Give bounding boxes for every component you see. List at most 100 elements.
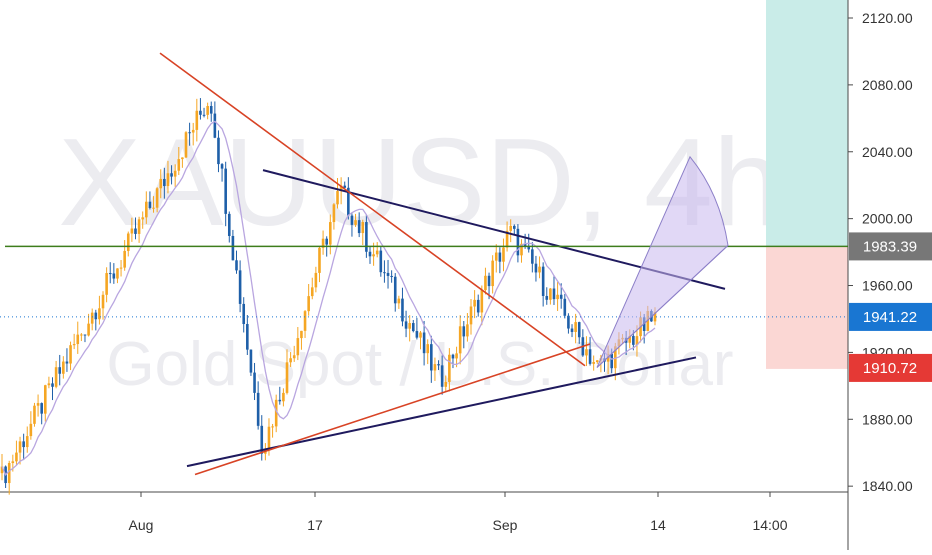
candle-body (173, 170, 177, 177)
candle-body (411, 323, 415, 332)
candle-body (437, 364, 440, 366)
projection-fan (596, 155, 729, 368)
candle-body (462, 326, 466, 337)
candle-body (498, 252, 502, 262)
candle-body (397, 298, 401, 304)
current-price-badge-label: 1941.22 (863, 309, 917, 326)
candle-body (610, 353, 614, 369)
candle-body (235, 260, 238, 271)
candle-body (567, 315, 570, 329)
candle-body (22, 441, 25, 448)
candle-body (108, 273, 112, 275)
candle-body (112, 273, 116, 279)
candle-body (559, 294, 563, 299)
candle-body (274, 399, 278, 427)
candle-body (159, 178, 163, 189)
candle-body (509, 225, 512, 231)
candle-body (325, 238, 328, 245)
candle-body (134, 228, 137, 234)
candle-body (141, 217, 145, 220)
candle-body (130, 228, 134, 234)
candle-body (170, 173, 173, 177)
candle-body (303, 311, 307, 331)
candle-body (386, 272, 390, 276)
candle-body (72, 344, 76, 346)
candle-body (365, 222, 368, 252)
candle-body (531, 249, 534, 264)
time-tick-label: Aug (129, 517, 154, 533)
candle-body (220, 164, 224, 169)
candle-body (126, 233, 130, 251)
candle-body (390, 275, 393, 277)
candle-body (314, 272, 318, 288)
candle-body (65, 361, 69, 364)
candle-body (585, 349, 588, 356)
candle-body (184, 132, 188, 158)
candle-body (7, 463, 11, 484)
candle-body (217, 137, 220, 165)
lower-trendline (186, 356, 697, 468)
target-price-badge-label: 1983.39 (863, 238, 917, 255)
time-tick-label: 14:00 (752, 517, 787, 533)
candle-body (51, 383, 54, 387)
candle-body (119, 267, 123, 269)
candle-body (491, 260, 494, 287)
candle-body (209, 106, 213, 114)
candle-body (90, 312, 94, 324)
time-tick-label: 17 (307, 517, 323, 533)
candle-body (458, 326, 462, 354)
price-tick-label: 2080.00 (862, 77, 913, 93)
price-axis[interactable]: 2120.002080.002040.002000.001960.001920.… (848, 10, 913, 494)
candle-body (195, 110, 199, 130)
candle-body (426, 344, 430, 354)
candle-body (469, 306, 473, 325)
candle-body (224, 168, 227, 214)
candle-body (300, 330, 303, 339)
candle-body (123, 250, 126, 268)
candle-body (98, 308, 101, 320)
candle-body (401, 298, 404, 322)
candle-body (448, 354, 451, 382)
time-axis[interactable]: Aug 17 Sep 14 14:00 (129, 492, 788, 533)
candle-body (282, 392, 285, 402)
candle-body (339, 185, 343, 192)
candle-body (296, 338, 300, 356)
candle-body (577, 322, 581, 338)
candle-body (476, 299, 480, 313)
target-price-badge-bg (849, 232, 932, 261)
candle-body (166, 173, 170, 187)
candle-body (473, 299, 476, 307)
price-badges: 1983.39 1941.22 1910.72 (849, 232, 932, 382)
candle-body (260, 425, 264, 454)
candle-body (329, 222, 332, 245)
candle-body (332, 204, 336, 223)
candle-body (574, 322, 577, 332)
price-tick-label: 2000.00 (862, 211, 913, 227)
candle-body (466, 324, 469, 337)
candle-body (343, 185, 347, 188)
candle-body (62, 361, 65, 374)
price-tick-label: 2040.00 (862, 144, 913, 160)
stop-price-badge-label: 1910.72 (863, 360, 917, 377)
candle-body (285, 362, 289, 393)
candle-body (256, 392, 260, 426)
price-tick-label: 1960.00 (862, 278, 913, 294)
candle-body (87, 323, 90, 336)
stop-price-badge-bg (849, 353, 932, 382)
candle-body (614, 346, 617, 369)
candle-body (206, 106, 209, 115)
candle-body (321, 238, 325, 248)
candle-body (430, 344, 433, 371)
ma-line (1, 120, 656, 476)
candle-body (502, 247, 505, 262)
candle-body (444, 381, 448, 387)
candle-body (534, 263, 538, 273)
candle-body (480, 290, 484, 313)
candle-body (47, 383, 51, 386)
candle-body (556, 294, 559, 300)
candle-body (101, 294, 105, 309)
candle-body (76, 334, 80, 345)
candle-body (588, 349, 592, 364)
